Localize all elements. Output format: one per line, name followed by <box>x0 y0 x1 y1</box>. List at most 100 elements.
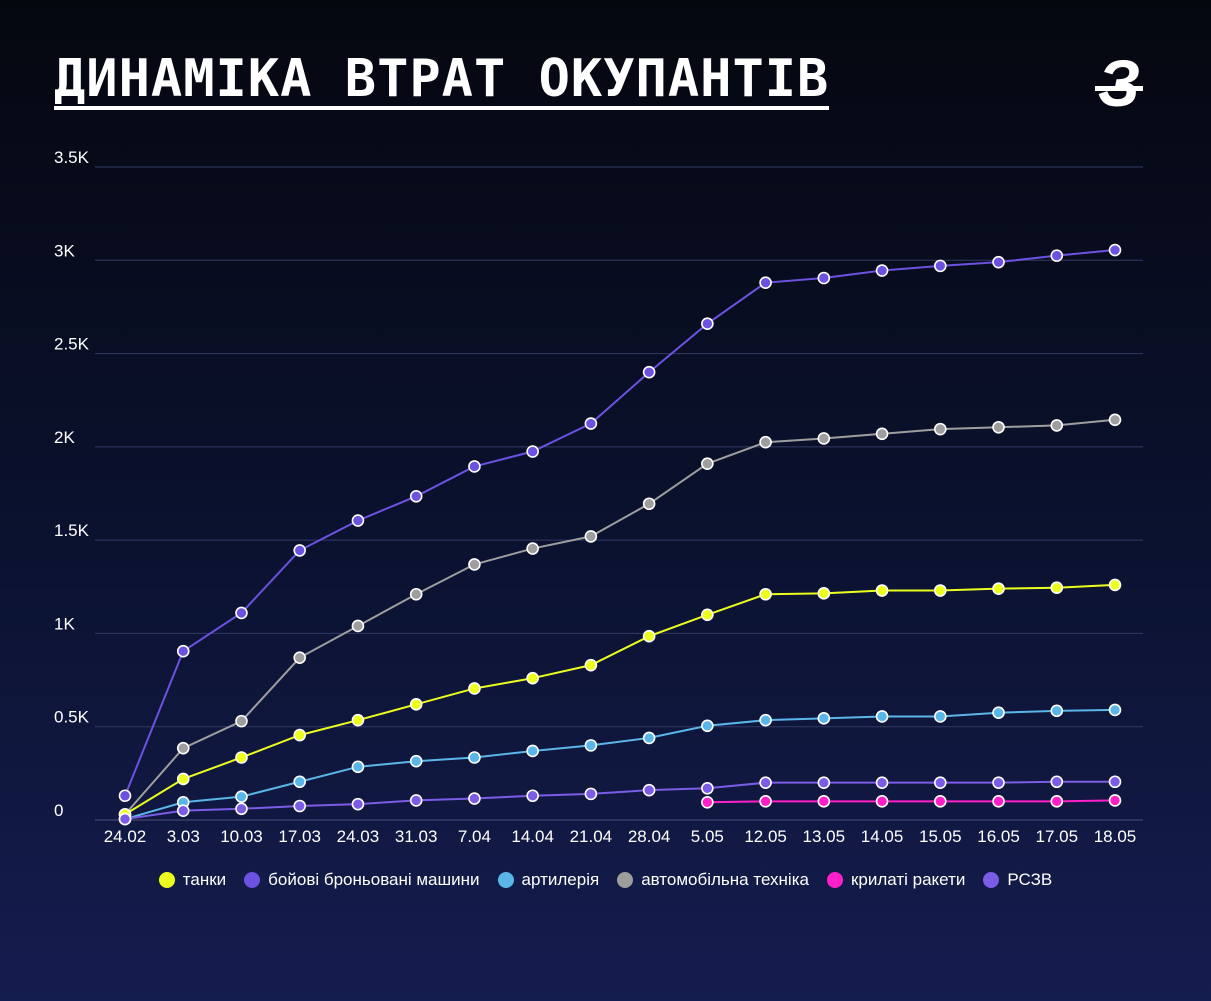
legend-label: бойові броньовані машини <box>268 870 480 889</box>
data-point <box>701 719 714 733</box>
data-point <box>1050 704 1064 718</box>
legend-label: крилаті ракети <box>850 870 966 889</box>
data-point <box>468 460 481 473</box>
data-point <box>759 435 772 449</box>
data-point <box>875 776 889 789</box>
legend-marker <box>826 872 843 888</box>
data-point <box>701 608 714 622</box>
x-tick-label: 12.05 <box>744 827 787 846</box>
logo-strike <box>1095 86 1143 91</box>
data-point <box>992 255 1005 269</box>
data-point <box>351 797 365 811</box>
data-point <box>701 317 714 331</box>
data-point <box>759 587 772 601</box>
data-point <box>759 795 772 808</box>
data-point <box>118 789 132 803</box>
legend-label: артилерія <box>521 870 600 889</box>
legend-item: танки <box>158 870 227 890</box>
x-tick-label: 5.05 <box>691 827 724 846</box>
x-tick-label: 24.02 <box>104 827 147 846</box>
legend-marker <box>983 872 1000 888</box>
chart-legend: танки бойові броньовані машини артилерія ав… <box>0 870 1211 890</box>
data-point <box>584 658 598 672</box>
data-point <box>293 651 307 664</box>
legend-item: автомобільна техніка <box>617 870 809 890</box>
data-point <box>817 271 831 285</box>
x-tick-label: 17.05 <box>1035 827 1078 846</box>
data-point <box>642 365 656 379</box>
series-line <box>124 249 1116 797</box>
data-point <box>992 776 1005 789</box>
legend-marker <box>617 872 634 888</box>
x-tick-label: 31.03 <box>395 827 438 846</box>
data-point <box>409 587 423 601</box>
data-point <box>409 794 423 807</box>
data-point <box>584 417 598 430</box>
data-point <box>875 427 889 441</box>
x-tick-label: 3.03 <box>167 827 200 846</box>
data-point <box>933 776 947 789</box>
data-point <box>526 671 539 685</box>
data-point <box>817 587 831 600</box>
data-point <box>992 582 1005 595</box>
legend-item: крилаті ракети <box>826 870 966 890</box>
data-point <box>235 751 248 764</box>
x-tick-label: 28.04 <box>628 827 671 846</box>
data-point <box>293 799 307 813</box>
data-point <box>235 790 248 803</box>
y-tick-label: 1K <box>54 614 75 633</box>
data-point <box>875 584 889 597</box>
data-point <box>468 792 481 805</box>
data-point <box>701 457 714 470</box>
data-point <box>1108 243 1122 257</box>
data-point <box>933 584 947 597</box>
y-tick-label: 2K <box>54 428 75 447</box>
data-point <box>526 445 539 458</box>
data-point <box>701 795 714 809</box>
data-point <box>817 712 831 725</box>
data-point <box>642 783 656 797</box>
data-point <box>526 542 539 555</box>
x-tick-label: 18.05 <box>1094 827 1137 846</box>
data-point <box>409 489 423 503</box>
page-title: ДИНАМІКА ВТРАТ ОКУПАНТІВ <box>54 49 830 110</box>
publisher-logo: З <box>1095 48 1143 112</box>
data-point <box>817 432 831 445</box>
line-chart: 0 0.5K 1K 1.5K 2K 2.5K 3K 3.5K 24.02 3.03 10.03 17.… <box>54 148 1143 846</box>
data-point <box>468 751 481 764</box>
data-point <box>351 713 365 727</box>
data-point <box>293 775 307 789</box>
data-point <box>759 276 772 289</box>
data-point <box>235 606 248 620</box>
legend-label: РСЗВ <box>1007 870 1053 889</box>
y-tick-label: 0.5K <box>54 708 90 727</box>
x-tick-label: 10.03 <box>220 827 263 846</box>
x-tick-label: 15.05 <box>919 827 962 846</box>
x-tick-label: 17.03 <box>278 827 321 846</box>
data-point <box>1050 581 1064 595</box>
y-tick-label: 1.5K <box>54 521 90 540</box>
x-tick-label: 14.04 <box>511 827 554 846</box>
data-point <box>875 264 889 277</box>
data-point <box>875 795 889 808</box>
data-point <box>468 682 481 695</box>
x-tick-label: 21.04 <box>570 827 613 846</box>
data-point <box>642 629 656 643</box>
data-point <box>933 795 947 808</box>
series-line <box>124 418 1116 816</box>
data-point <box>351 619 365 633</box>
data-point <box>176 804 190 817</box>
y-tick-label: 3.5K <box>54 148 90 167</box>
data-point <box>759 713 772 727</box>
series-line <box>707 799 1116 804</box>
data-point <box>992 795 1005 808</box>
legend-label: автомобільна техніка <box>641 870 809 889</box>
legend-marker <box>158 872 175 888</box>
data-point <box>409 754 423 768</box>
legend-label: танки <box>182 870 227 889</box>
data-point <box>176 772 190 786</box>
data-point <box>351 514 365 527</box>
data-point <box>1050 775 1064 789</box>
data-point <box>1108 703 1122 717</box>
data-point <box>817 795 831 808</box>
